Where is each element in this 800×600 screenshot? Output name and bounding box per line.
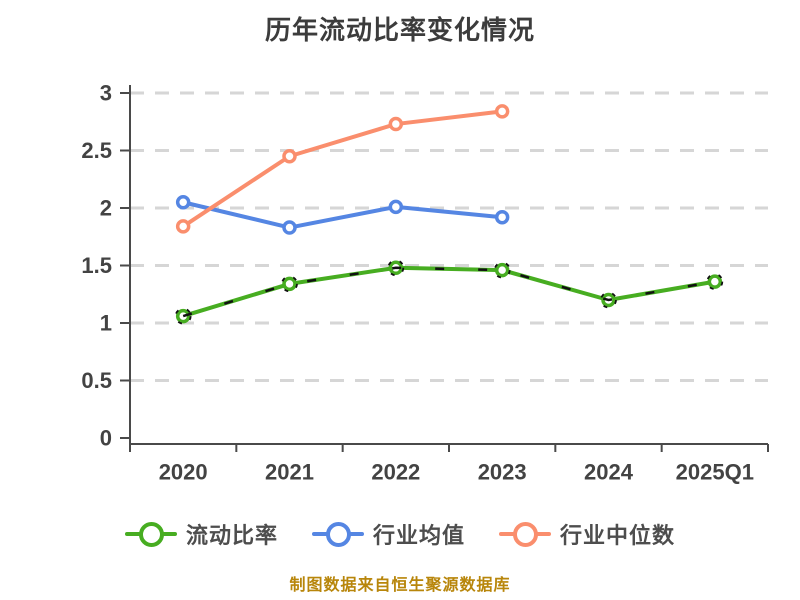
- y-axis-tick-label: 1.5: [81, 253, 112, 278]
- chart-title: 历年流动比率变化情况: [264, 15, 535, 45]
- data-point-行业中位数: [175, 219, 191, 234]
- data-point-行业中位数: [282, 149, 297, 164]
- data-point-流动比率: [707, 274, 723, 289]
- legend-item-流动比率: 流动比率: [124, 518, 278, 550]
- data-point-dashed-ring: [174, 307, 192, 325]
- legend-marker-icon: [311, 519, 364, 549]
- legend-item-行业中位数: 行业中位数: [499, 518, 675, 550]
- line-chart-plot-area: 0 0.5 1 1.5 2 2.5 3 2020 2021 2022 2023 2024 2025Q1: [81, 81, 769, 485]
- x-axis-tick-label: 2022: [371, 460, 420, 485]
- chart-legend: 流动比率 行业均值 行业中位数: [0, 518, 800, 550]
- y-axis-tick-label: 0: [100, 426, 112, 451]
- series-line-流动比率: [181, 265, 717, 319]
- data-source-note: 制图数据来自恒生聚源数据库: [289, 577, 511, 594]
- x-axis-tick-label: 2020: [159, 460, 208, 485]
- y-axis-tick-label: 3: [100, 81, 112, 106]
- data-point-行业均值: [494, 209, 510, 225]
- legend-marker-icon: [499, 519, 551, 549]
- series-line-行业中位数: [181, 109, 505, 229]
- x-axis-tick-label: 2023: [478, 460, 527, 485]
- y-axis-tick-label: 0.5: [81, 368, 112, 393]
- series-dashed-overlay: [182, 266, 716, 318]
- legend-label: 行业中位数: [560, 523, 676, 548]
- y-axis-tick-label: 2: [100, 196, 112, 221]
- data-point-行业中位数: [388, 116, 404, 132]
- series-line-行业均值: [181, 200, 505, 230]
- data-point-行业均值: [175, 195, 191, 210]
- data-point-dashed-ring: [281, 275, 298, 293]
- data-point-dashed-ring: [493, 261, 511, 279]
- x-axis-tick-label: 2024: [584, 460, 634, 485]
- data-point-行业均值: [282, 220, 297, 235]
- legend-marker-icon: [124, 519, 177, 549]
- x-axis-tick-label: 2025Q1: [676, 460, 754, 485]
- legend-dot: [325, 522, 351, 547]
- data-point-流动比率: [282, 276, 297, 292]
- data-point-行业均值: [388, 199, 404, 215]
- y-axis-tick-label: 2.5: [81, 138, 112, 163]
- data-point-行业中位数: [494, 104, 510, 119]
- legend-label: 行业均值: [372, 523, 465, 548]
- x-axis-tick-label: 2021: [265, 460, 314, 485]
- legend-item-行业均值: 行业均值: [311, 518, 465, 550]
- legend-label: 流动比率: [185, 523, 278, 548]
- legend-dot: [513, 522, 538, 547]
- y-axis-tick-label: 1: [100, 311, 112, 336]
- legend-dot: [138, 522, 164, 547]
- data-point-dashed-ring: [387, 259, 405, 277]
- data-point-dashed-ring: [600, 291, 617, 309]
- data-point-dashed-ring: [706, 273, 724, 291]
- data-point-流动比率: [494, 262, 510, 278]
